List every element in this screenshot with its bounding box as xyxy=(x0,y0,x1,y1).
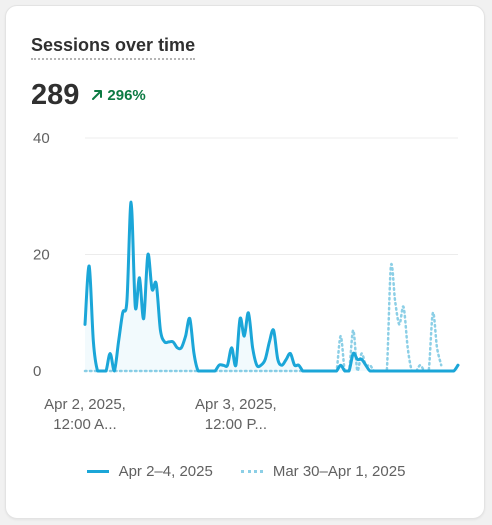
card-title[interactable]: Sessions over time xyxy=(31,34,196,60)
x-tick-label: 12:00 P... xyxy=(205,416,267,433)
x-tick-label: Apr 2, 2025, xyxy=(44,396,126,413)
series-line-current xyxy=(83,200,460,373)
metric-change-value: 296% xyxy=(107,86,146,104)
legend-label-current: Apr 2–4, 2025 xyxy=(118,463,213,480)
legend-swatch-solid xyxy=(86,470,109,473)
legend-item-previous[interactable]: Mar 30–Apr 1, 2025 xyxy=(240,463,406,480)
y-tick-label: 0 xyxy=(33,363,41,380)
metric-summary: 289 296% xyxy=(31,78,146,112)
x-tick-label: 12:00 A... xyxy=(53,416,116,433)
metric-value: 289 xyxy=(31,79,80,111)
legend-label-previous: Mar 30–Apr 1, 2025 xyxy=(272,463,406,480)
y-tick-label: 40 xyxy=(33,130,50,147)
arrow-up-right-icon xyxy=(92,90,103,100)
legend-swatch-dotted xyxy=(240,470,263,473)
x-tick-label: Apr 3, 2025, xyxy=(195,396,277,413)
chart-legend: Apr 2–4, 2025 Mar 30–Apr 1, 2025 xyxy=(0,463,492,480)
metric-change: 296% xyxy=(91,86,146,104)
legend-item-current[interactable]: Apr 2–4, 2025 xyxy=(86,463,213,480)
sessions-over-time-card: Sessions over time 289 296% xyxy=(5,5,485,519)
y-tick-label: 20 xyxy=(33,247,50,264)
